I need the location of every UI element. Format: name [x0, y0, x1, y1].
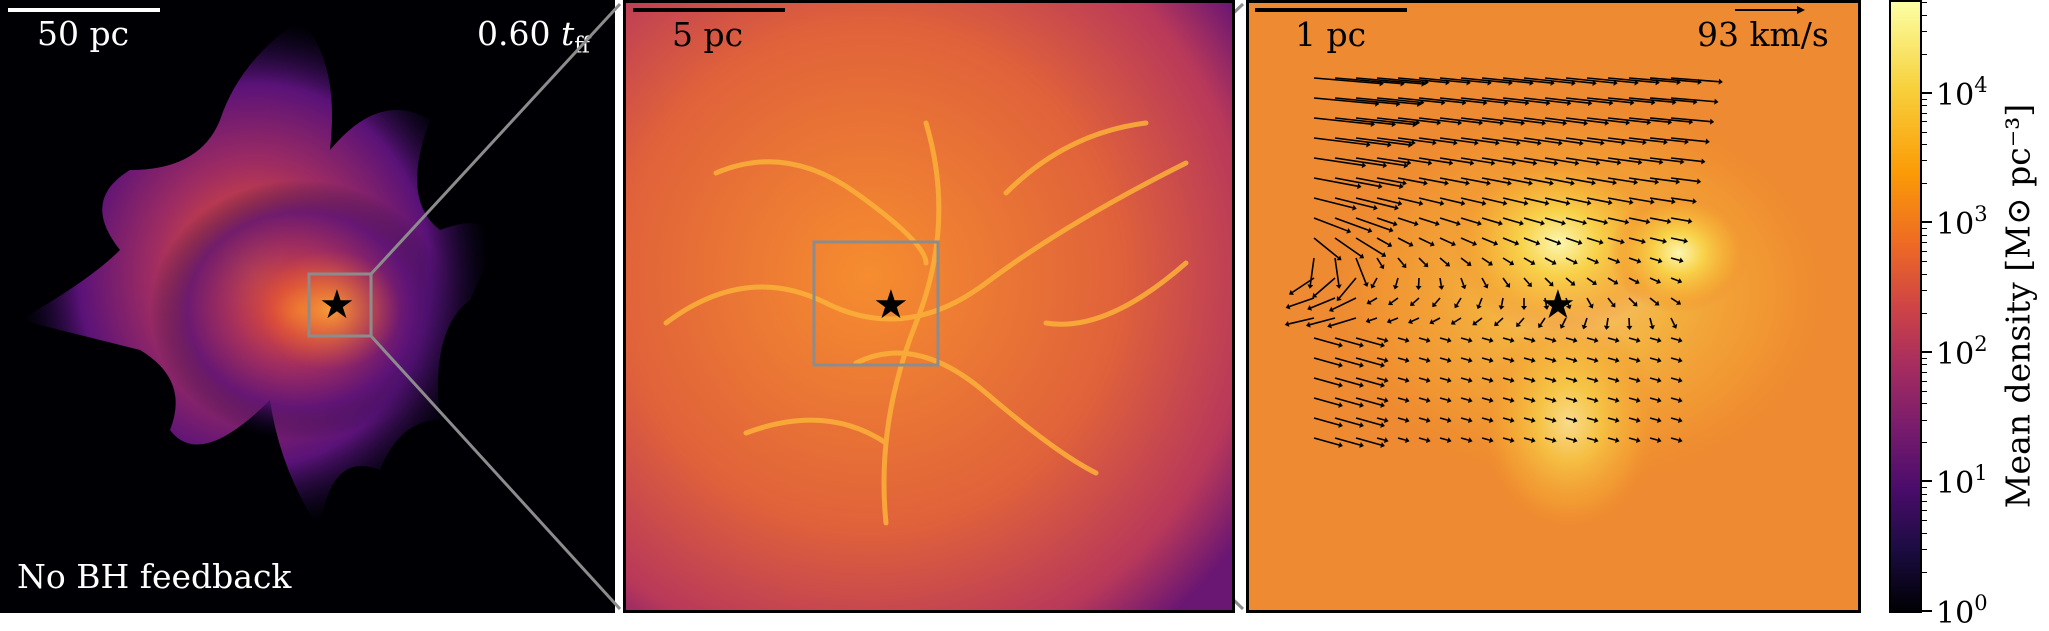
colorbar-minor-tick: [1922, 160, 1927, 161]
colorbar-minor-tick: [1922, 121, 1927, 122]
colorbar-minor-tick: [1922, 228, 1927, 229]
colorbar-minor-tick: [1922, 494, 1927, 495]
colorbar-minor-tick: [1922, 15, 1927, 16]
colorbar-minor-tick: [1922, 549, 1927, 550]
star-icon: ★: [1540, 285, 1576, 325]
mid-zoom-panel: 5 pc ★: [623, 0, 1235, 613]
density-colorbar: [1889, 0, 1922, 613]
inner-zoom-panel: 1 pc 93 km/s ★: [1246, 0, 1861, 613]
colorbar-minor-tick: [1922, 105, 1927, 106]
colorbar-minor-tick: [1922, 510, 1927, 511]
colorbar-minor-tick: [1922, 261, 1927, 262]
colorbar-tick-label: 102: [1936, 336, 1988, 370]
colorbar-minor-tick: [1922, 533, 1927, 534]
colorbar-minor-tick: [1922, 290, 1927, 291]
colorbar-minor-tick: [1922, 31, 1927, 32]
star-icon: ★: [873, 285, 909, 325]
scalebar-label-mid: 5 pc: [672, 18, 743, 51]
colorbar-minor-tick: [1922, 501, 1927, 502]
colorbar-minor-tick: [1922, 251, 1927, 252]
colorbar-minor-tick: [1922, 113, 1927, 114]
colorbar-tick-label: 100: [1936, 595, 1988, 629]
colorbar-tick-label: 104: [1936, 77, 1988, 111]
arrow-key-label: 93 km/s: [1697, 18, 1829, 51]
colorbar-minor-tick: [1922, 358, 1927, 359]
colorbar-minor-tick: [1922, 144, 1927, 145]
colorbar-minor-tick: [1922, 403, 1927, 404]
colorbar-tick: [1922, 92, 1932, 94]
colorbar-minor-tick: [1922, 364, 1927, 365]
colorbar-tick: [1922, 610, 1932, 612]
colorbar-minor-tick: [1922, 313, 1927, 314]
colorbar-minor-tick: [1922, 99, 1927, 100]
colorbar-tick: [1922, 351, 1932, 353]
colorbar-minor-tick: [1922, 420, 1927, 421]
colorbar-minor-tick: [1922, 242, 1927, 243]
colorbar-tick-label: 103: [1936, 206, 1988, 240]
colorbar-minor-tick: [1922, 183, 1927, 184]
colorbar-minor-tick: [1922, 391, 1927, 392]
colorbar-minor-tick: [1922, 54, 1927, 55]
colorbar-minor-tick: [1922, 132, 1927, 133]
colorbar-minor-tick: [1922, 274, 1927, 275]
colorbar-tick-label: 101: [1936, 465, 1988, 499]
colorbar-minor-tick: [1922, 372, 1927, 373]
scalebar-mid: [633, 8, 785, 12]
filament-density-map: [626, 3, 1232, 610]
scalebar-zoom: [1255, 8, 1407, 12]
colorbar-tick: [1922, 221, 1932, 223]
colorbar-minor-tick: [1922, 2, 1927, 3]
colorbar-minor-tick: [1922, 520, 1927, 521]
colorbar-minor-tick: [1922, 572, 1927, 573]
colorbar-minor-tick: [1922, 381, 1927, 382]
colorbar-minor-tick: [1922, 487, 1927, 488]
colorbar-minor-tick: [1922, 442, 1927, 443]
colorbar-minor-tick: [1922, 235, 1927, 236]
colorbar-title: Mean density [M⊙ pc⁻³]: [1999, 104, 2038, 508]
scalebar-label-zoom: 1 pc: [1295, 18, 1366, 51]
colorbar-tick: [1922, 480, 1932, 482]
